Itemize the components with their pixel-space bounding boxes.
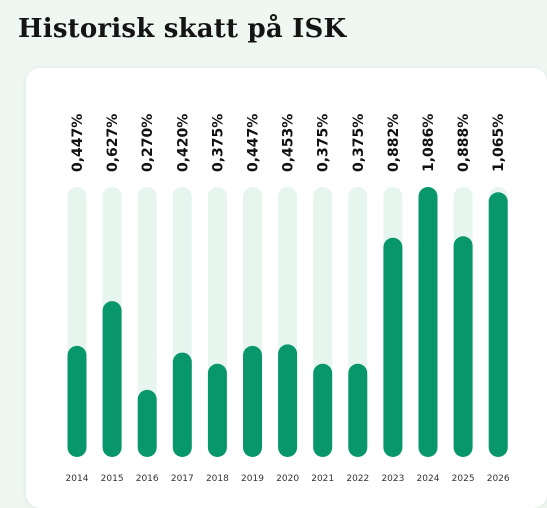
value-label-2019: 0,447%: [246, 114, 262, 172]
year-label-2026: 2026: [487, 474, 510, 484]
bar-2017: [172, 352, 192, 457]
value-label-2020: 0,453%: [281, 114, 297, 172]
bar-2025: [453, 236, 473, 457]
year-label-2022: 2022: [346, 474, 369, 484]
year-label-2025: 2025: [452, 474, 475, 484]
bar-2024: [418, 187, 438, 457]
bar-2014: [67, 345, 87, 457]
bar-2021: [313, 363, 333, 457]
value-label-2016: 0,270%: [140, 114, 156, 172]
bar-2026: [488, 192, 508, 457]
year-label-2020: 2020: [276, 474, 299, 484]
bar-2022: [348, 363, 368, 457]
bar-2023: [383, 237, 403, 457]
value-label-2017: 0,420%: [175, 114, 191, 172]
bar-2019: [243, 345, 262, 457]
year-label-2019: 2019: [241, 474, 264, 484]
page-title: Historisk skatt på ISK: [18, 14, 347, 44]
year-label-2018: 2018: [206, 474, 229, 484]
year-label-2017: 2017: [171, 474, 194, 484]
value-label-2026: 1,065%: [491, 114, 507, 172]
value-label-2015: 0,627%: [105, 114, 121, 172]
year-label-2015: 2015: [101, 474, 124, 484]
year-label-2023: 2023: [381, 474, 404, 484]
bar-track-2016: [137, 187, 157, 457]
value-labels: 0,447% 0,627% 0,270% 0,420% 0,375% 0,447% 0,45…: [70, 114, 507, 172]
year-labels: 2014 2015 2016 2017 2018 2019 2020 2021 2022 2023…: [66, 474, 510, 484]
bar-2020: [278, 344, 298, 457]
bars: [67, 187, 508, 457]
year-label-2014: 2014: [66, 474, 89, 484]
value-label-2018: 0,375%: [210, 114, 226, 172]
value-label-2021: 0,375%: [316, 114, 332, 172]
bar-2015: [102, 301, 122, 457]
value-label-2014: 0,447%: [70, 114, 86, 172]
year-label-2024: 2024: [417, 474, 440, 484]
value-label-2025: 0,888%: [456, 114, 472, 172]
year-label-2021: 2021: [311, 474, 334, 484]
value-label-2024: 1,086%: [421, 114, 437, 172]
bar-2016: [137, 389, 157, 457]
value-label-2023: 0,882%: [386, 114, 402, 172]
value-label-2022: 0,375%: [351, 114, 367, 172]
year-label-2016: 2016: [136, 474, 159, 484]
bar-2018: [207, 363, 227, 457]
